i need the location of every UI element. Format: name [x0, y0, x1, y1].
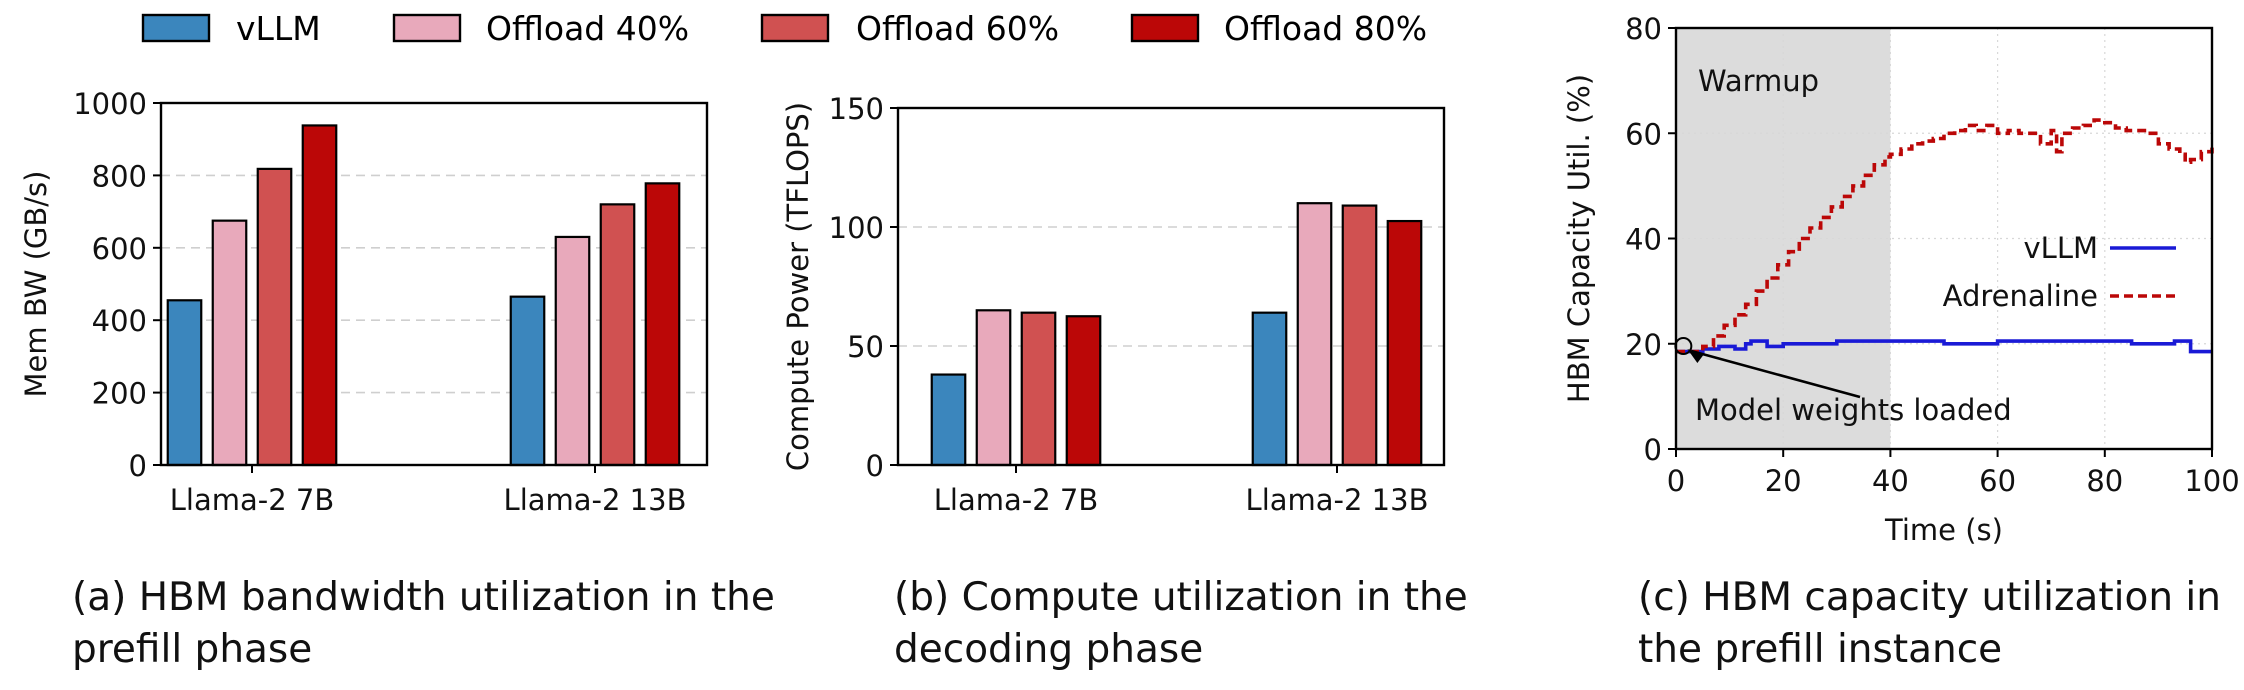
bar-llama-2-7b-offload-60	[256, 167, 293, 467]
caption-a-line2: prefill phase	[72, 627, 313, 672]
caption-c-line2: the prefill instance	[1638, 627, 2003, 672]
caption-a-line1: (a) HBM bandwidth utilization in the	[72, 575, 775, 620]
y-tick-label: 0	[866, 449, 884, 483]
legend-label-offload-80: Offload 80%	[1224, 9, 1427, 48]
legend-label-offload-60: Offload 60%	[856, 9, 1059, 48]
y-tick-label: 800	[92, 159, 147, 193]
y-tick-label: 600	[92, 232, 147, 266]
legend-label-vllm: vLLM	[2024, 231, 2099, 265]
legend-label-vllm: vLLM	[236, 9, 321, 48]
annotation-arrowhead	[1687, 349, 1704, 364]
plot-frame	[159, 101, 709, 467]
bar-llama-2-7b-offload-40	[975, 309, 1012, 467]
y-tick-label: 0	[1644, 433, 1662, 467]
annotation-label: Model weights loaded	[1695, 393, 2012, 427]
bar-llama-2-13b-offload-60	[599, 203, 636, 467]
bar-llama-2-13b-vllm	[1251, 311, 1288, 467]
legend-swatch-offload-80	[1130, 13, 1200, 43]
caption-a: (a) HBM bandwidth utilization in the pre…	[72, 572, 775, 676]
x-tick-label: 60	[1979, 464, 2016, 498]
caption-b-line1: (b) Compute utilization in the	[894, 575, 1468, 620]
y-tick-label: 50	[847, 330, 884, 364]
y-tick-label: 100	[829, 211, 884, 245]
bar-llama-2-13b-vllm	[509, 295, 546, 467]
caption-c-line1: (c) HBM capacity utilization in	[1638, 575, 2221, 620]
y-tick-label: 60	[1625, 117, 1662, 151]
x-tick-label: 20	[1765, 464, 1802, 498]
warmup-label: Warmup	[1698, 64, 1819, 98]
bar-llama-2-7b-offload-80	[1065, 315, 1102, 467]
x-tick-label-llama-2-13b: Llama-2 13B	[1246, 483, 1429, 517]
legend-item-offload-80: Offload 80%	[1130, 9, 1427, 48]
series-line-vllm	[1676, 339, 2212, 354]
caption-b-line2: decoding phase	[894, 627, 1204, 672]
y-tick-label: 200	[92, 377, 147, 411]
bar-llama-2-13b-offload-40	[554, 235, 591, 467]
y-tick-label: 1000	[73, 87, 147, 121]
x-tick-label: 0	[1667, 464, 1685, 498]
annotation-arrow	[1691, 349, 1861, 399]
y-tick-label: 40	[1625, 223, 1662, 257]
y-axis-label: Compute Power (TFLOPS)	[781, 102, 815, 471]
bar-legend: vLLM Offload 40% Offload 60% Offload 80%	[141, 9, 1427, 48]
x-tick-label-llama-2-7b: Llama-2 7B	[170, 483, 334, 517]
bar-llama-2-7b-offload-80	[301, 124, 338, 467]
x-axis-label: Time (s)	[1884, 513, 2003, 547]
y-tick-label: 0	[129, 449, 147, 483]
plot-frame	[896, 106, 1446, 467]
bar-llama-2-13b-offload-80	[1386, 219, 1423, 467]
line-legend: vLLM Adrenaline	[1943, 231, 2176, 313]
bar-llama-2-7b-vllm	[930, 373, 967, 467]
legend-item-offload-60: Offload 60%	[760, 9, 1059, 48]
x-tick-label: 80	[2086, 464, 2123, 498]
bar-llama-2-7b-offload-60	[1020, 311, 1057, 467]
chart-a-mem-bandwidth: 0 200 400 600 800 1000 Llama-2 7B Llama-2 13B Me…	[19, 87, 709, 517]
legend-swatch-offload-40	[392, 13, 462, 43]
chart-c-hbm-capacity: 0 20 40 60 80 100 0 20 40 60 80 Warmup Model weights…	[1562, 12, 2240, 547]
y-axis-label: Mem BW (GB/s)	[19, 171, 53, 398]
chart-b-compute-power: 0 50 100 150 Llama-2 7B Llama-2 13B Compute Po…	[781, 92, 1446, 517]
bar-llama-2-7b-offload-40	[211, 219, 248, 467]
series-line-adrenaline	[1676, 118, 2214, 354]
bar-llama-2-7b-vllm	[166, 299, 203, 467]
legend-item-offload-40: Offload 40%	[392, 9, 689, 48]
y-axis-label: HBM Capacity Util. (%)	[1562, 74, 1596, 403]
x-tick-label-llama-2-7b: Llama-2 7B	[934, 483, 1098, 517]
legend-swatch-offload-60	[760, 13, 830, 43]
bar-llama-2-13b-offload-60	[1341, 204, 1378, 467]
legend-label-offload-40: Offload 40%	[486, 9, 689, 48]
caption-c: (c) HBM capacity utilization in the pref…	[1638, 572, 2221, 676]
legend-swatch-vllm	[141, 13, 211, 43]
x-tick-label-llama-2-13b: Llama-2 13B	[504, 483, 687, 517]
y-tick-label: 400	[92, 304, 147, 338]
caption-b: (b) Compute utilization in the decoding …	[894, 572, 1468, 676]
x-tick-label: 40	[1872, 464, 1909, 498]
x-tick-label: 100	[2184, 464, 2239, 498]
y-tick-label: 20	[1625, 328, 1662, 362]
bar-llama-2-13b-offload-40	[1296, 202, 1333, 467]
legend-label-adrenaline: Adrenaline	[1943, 279, 2098, 313]
plot-frame	[1674, 26, 2214, 451]
y-tick-label: 150	[829, 92, 884, 126]
bar-llama-2-13b-offload-80	[644, 182, 681, 467]
legend-item-vllm: vLLM	[141, 9, 321, 48]
y-tick-label: 80	[1625, 12, 1662, 46]
